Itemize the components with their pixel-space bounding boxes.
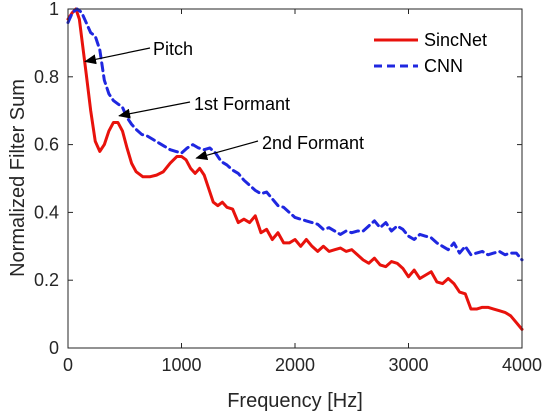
x-tick-label: 3000 — [388, 355, 428, 375]
annotation-layer: Pitch 1st Formant 2nd Formant — [84, 39, 364, 161]
annotation-label: 2nd Formant — [262, 133, 364, 153]
series-line-sincnet — [66, 7, 524, 331]
plot-frame — [67, 8, 523, 349]
y-tick-label: 0.4 — [34, 202, 59, 222]
ticks-layer: 0 1000 2000 3000 4000 0 0.2 0.4 0.6 0.8 1 — [34, 0, 542, 375]
annotation-arrow — [118, 101, 191, 119]
annotation-arrow — [84, 47, 151, 65]
x-tick-label: 4000 — [502, 355, 542, 375]
annotation-arrow — [195, 140, 259, 161]
plot-area — [68, 9, 522, 348]
y-tick-label: 0 — [49, 338, 59, 358]
x-axis-label: Frequency [Hz] — [227, 390, 363, 412]
y-tick-label: 0.2 — [34, 270, 59, 290]
legend-label-cnn: CNN — [424, 56, 463, 76]
legend-label-sincnet: SincNet — [424, 30, 487, 50]
y-axis-label: Normalized Filter Sum — [7, 79, 29, 277]
y-tick-label: 0.6 — [34, 135, 59, 155]
y-tick-label: 0.8 — [34, 67, 59, 87]
x-tick-label: 2000 — [275, 355, 315, 375]
series-layer — [66, 7, 524, 331]
y-tick-label: 1 — [49, 0, 59, 19]
legend: SincNet CNN — [374, 30, 487, 76]
series-line-cnn — [66, 7, 524, 262]
x-tick-label: 0 — [63, 355, 73, 375]
annotation-label: 1st Formant — [194, 94, 290, 114]
x-tick-label: 1000 — [161, 355, 201, 375]
annotation-label: Pitch — [153, 39, 193, 59]
